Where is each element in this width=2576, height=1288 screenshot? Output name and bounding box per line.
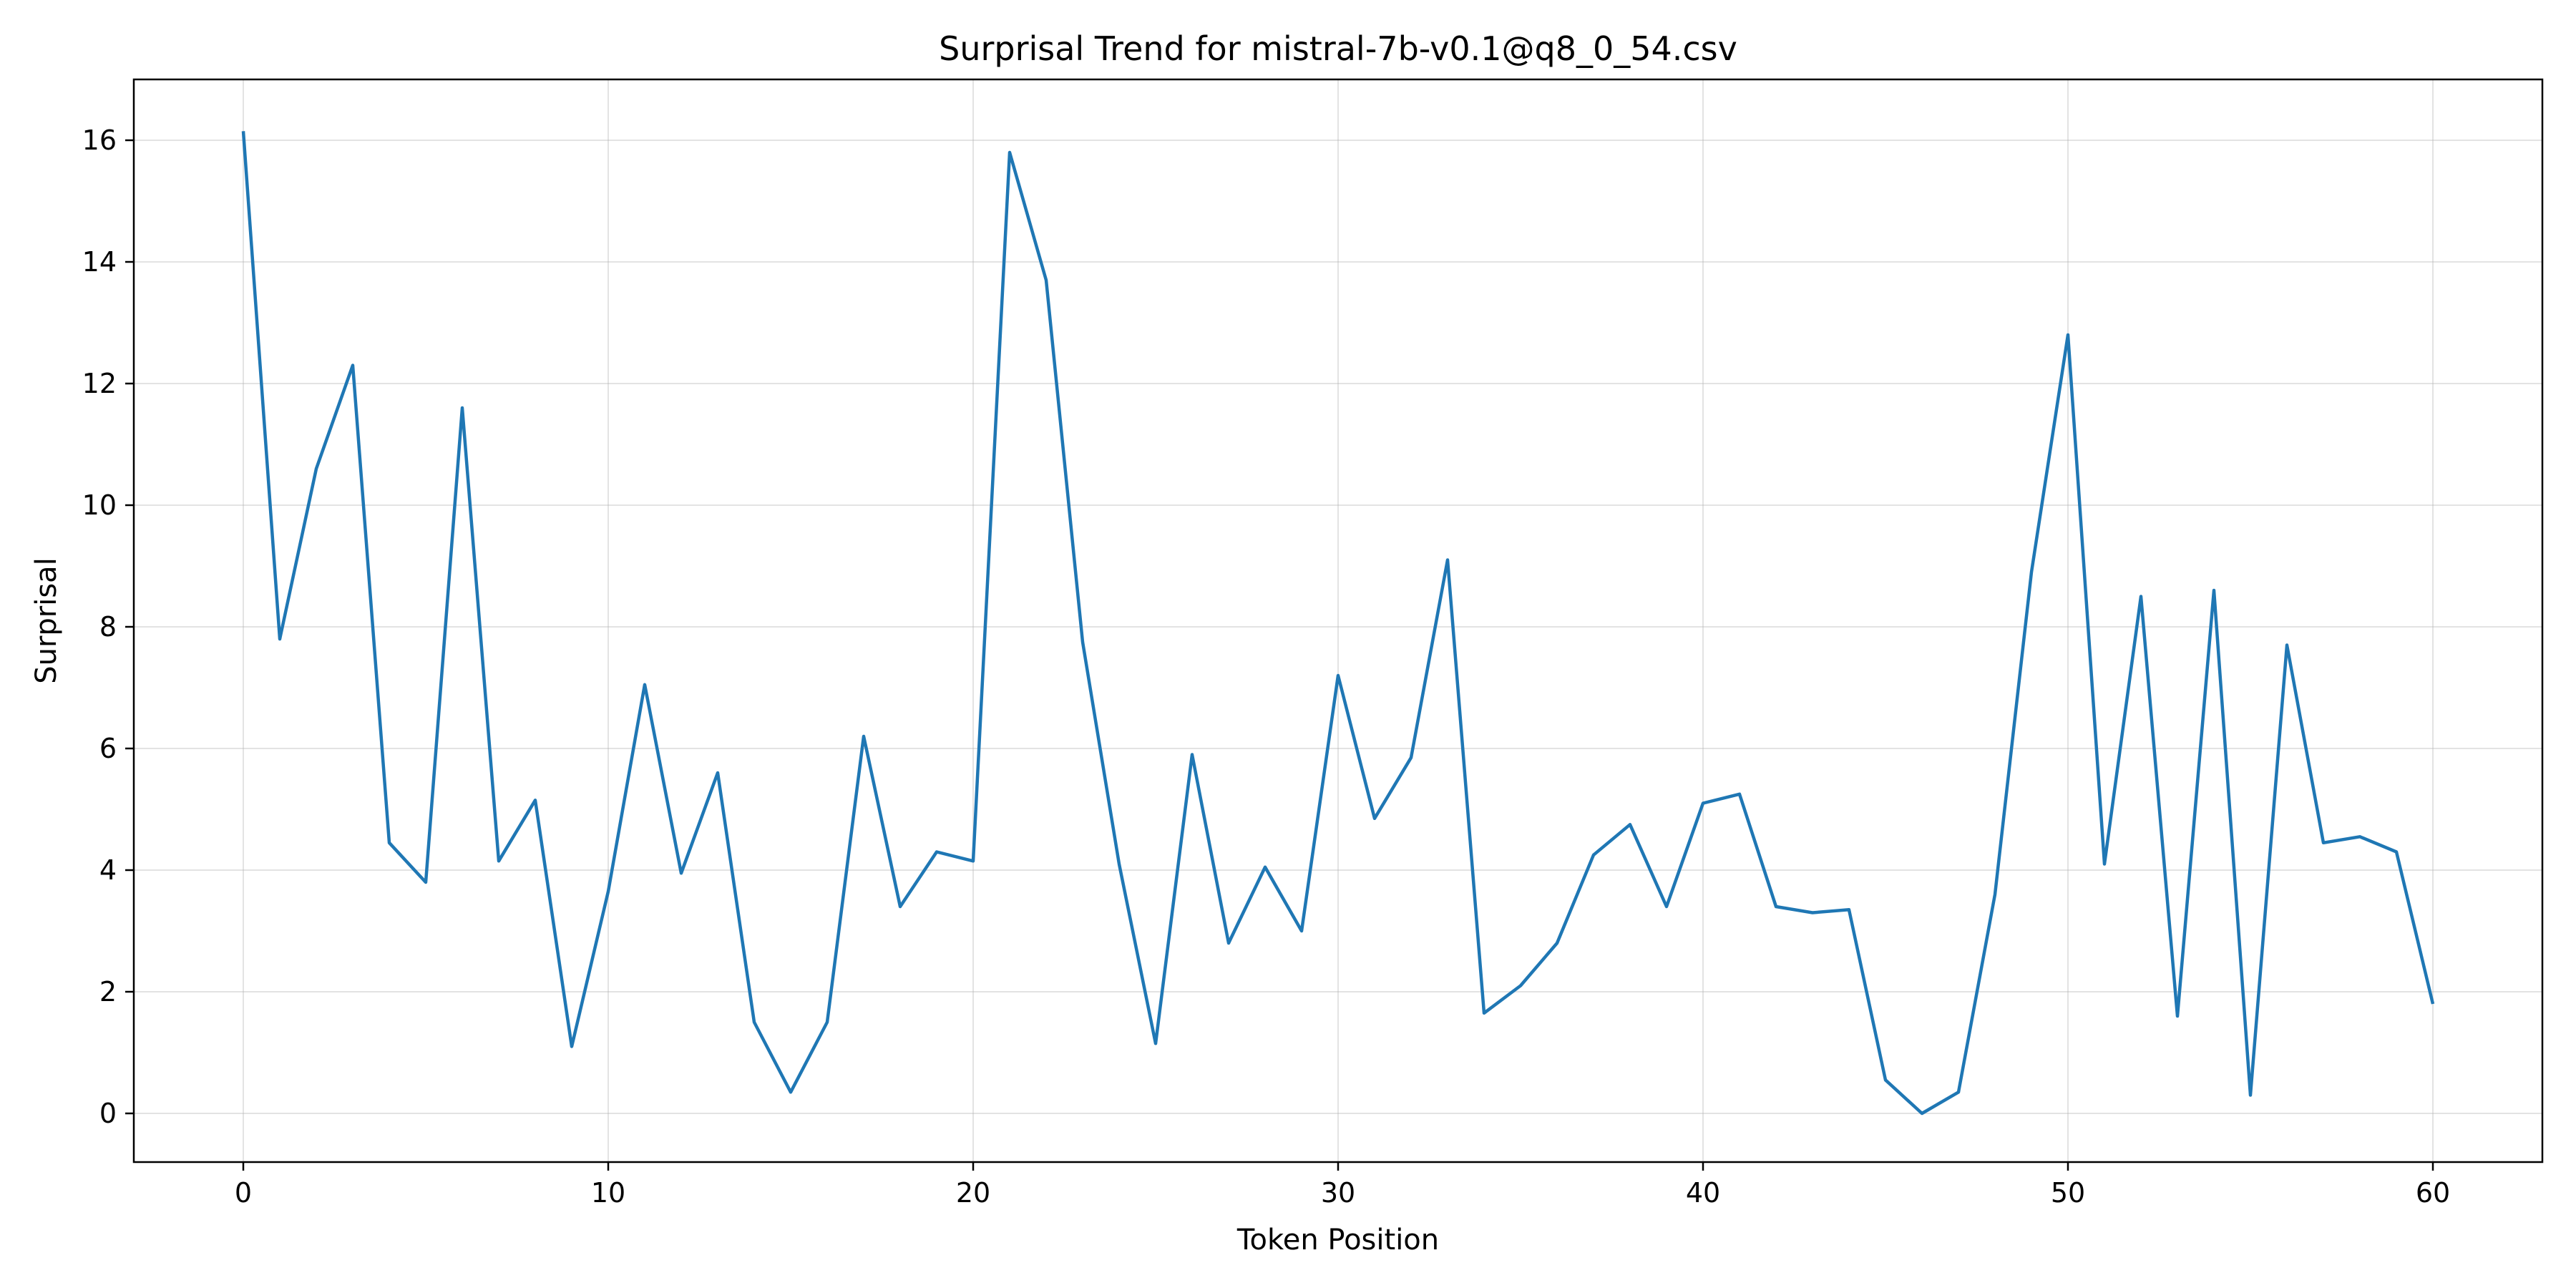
y-tick-label: 2 — [99, 976, 117, 1008]
x-tick-label: 10 — [591, 1177, 625, 1209]
y-tick-label: 14 — [82, 246, 117, 278]
x-tick-label: 0 — [235, 1177, 252, 1209]
x-tick-label: 50 — [2051, 1177, 2085, 1209]
series-layer — [241, 131, 2435, 1116]
y-tick-label: 12 — [82, 368, 117, 399]
x-axis-label: Token Position — [1236, 1224, 1439, 1257]
y-tick-label: 8 — [99, 611, 117, 643]
y-tick-label: 4 — [99, 854, 117, 886]
x-tick-label: 30 — [1321, 1177, 1355, 1209]
chart-title: Surprisal Trend for mistral-7b-v0.1@q8_0… — [939, 29, 1737, 68]
y-tick-label: 10 — [82, 489, 117, 521]
x-tick-label: 60 — [2416, 1177, 2450, 1209]
tick-layer: 0 10 20 30 40 50 60 0 2 4 6 8 10 12 14 16 — [82, 125, 2451, 1209]
x-tick-label: 20 — [956, 1177, 990, 1209]
y-axis-label: Surprisal — [30, 557, 63, 684]
grid-layer — [134, 79, 2542, 1162]
y-tick-label: 16 — [82, 125, 117, 156]
x-tick-label: 40 — [1686, 1177, 1720, 1209]
y-tick-label: 6 — [99, 733, 117, 764]
y-tick-label: 0 — [99, 1098, 117, 1129]
